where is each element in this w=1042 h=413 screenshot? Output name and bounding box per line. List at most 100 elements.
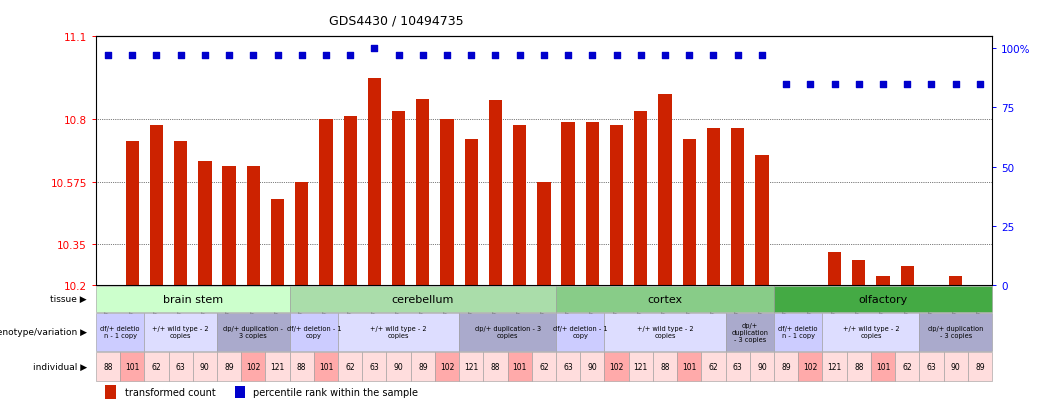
Point: [656, 53, 673, 59]
Text: 88: 88: [661, 362, 670, 371]
Bar: [556, 313, 604, 351]
Text: cortex: cortex: [647, 294, 683, 304]
Text: 121: 121: [270, 362, 284, 371]
Bar: [266, 352, 290, 381]
Text: df/+ deletio
n - 1 copy: df/+ deletio n - 1 copy: [778, 325, 818, 339]
Text: 63: 63: [564, 362, 573, 371]
Bar: [363, 352, 387, 381]
Point: [680, 53, 697, 59]
Text: 89: 89: [418, 362, 427, 371]
Text: percentile rank within the sample: percentile rank within the sample: [252, 387, 418, 397]
Bar: [822, 313, 919, 351]
Point: [584, 53, 600, 59]
Text: dp/+ duplication - 3
copies: dp/+ duplication - 3 copies: [474, 325, 541, 339]
Point: [971, 81, 988, 88]
Text: 101: 101: [513, 362, 527, 371]
Bar: [919, 352, 944, 381]
Bar: [411, 352, 435, 381]
Bar: [217, 313, 290, 351]
Bar: [392, 112, 405, 285]
Point: [488, 53, 504, 59]
Bar: [828, 252, 841, 285]
Text: 89: 89: [782, 362, 791, 371]
Bar: [628, 352, 653, 381]
Text: 101: 101: [319, 362, 333, 371]
Bar: [562, 123, 575, 285]
Text: 62: 62: [539, 362, 549, 371]
Text: 102: 102: [440, 362, 454, 371]
Bar: [653, 352, 677, 381]
Bar: [586, 123, 599, 285]
Bar: [701, 352, 725, 381]
Bar: [96, 313, 144, 351]
Bar: [290, 313, 338, 351]
Point: [947, 81, 964, 88]
Bar: [174, 142, 188, 285]
Bar: [706, 128, 720, 285]
Bar: [435, 352, 460, 381]
Point: [318, 53, 334, 59]
Bar: [659, 95, 672, 285]
Bar: [222, 167, 235, 285]
Point: [512, 53, 528, 59]
Bar: [750, 352, 774, 381]
Bar: [460, 352, 483, 381]
Bar: [465, 139, 478, 285]
Text: 90: 90: [950, 362, 961, 371]
Bar: [120, 352, 144, 381]
Bar: [338, 313, 460, 351]
Bar: [295, 182, 308, 285]
Text: 63: 63: [176, 362, 185, 371]
Bar: [725, 313, 774, 351]
Bar: [125, 142, 139, 285]
Point: [342, 53, 358, 59]
Text: df/+ deletion - 1
copy: df/+ deletion - 1 copy: [287, 325, 341, 339]
Bar: [217, 352, 241, 381]
Text: 62: 62: [709, 362, 718, 371]
Text: df/+ deletion - 1
copy: df/+ deletion - 1 copy: [553, 325, 607, 339]
Text: +/+ wild type - 2
copies: +/+ wild type - 2 copies: [370, 325, 427, 339]
Text: 62: 62: [902, 362, 912, 371]
Bar: [319, 120, 332, 285]
Point: [753, 53, 770, 59]
Point: [294, 53, 311, 59]
Bar: [507, 352, 531, 381]
Bar: [635, 112, 647, 285]
Point: [439, 53, 455, 59]
Text: 62: 62: [345, 362, 355, 371]
Bar: [731, 128, 744, 285]
Bar: [314, 352, 338, 381]
Point: [172, 53, 189, 59]
Bar: [556, 352, 580, 381]
Point: [560, 53, 576, 59]
Bar: [871, 352, 895, 381]
Text: 102: 102: [610, 362, 624, 371]
Point: [536, 53, 552, 59]
Text: 88: 88: [297, 362, 306, 371]
Bar: [677, 352, 701, 381]
Point: [899, 81, 916, 88]
Text: 63: 63: [926, 362, 937, 371]
Bar: [290, 352, 314, 381]
Point: [729, 53, 746, 59]
Bar: [441, 120, 453, 285]
Text: 89: 89: [224, 362, 233, 371]
Text: 88: 88: [491, 362, 500, 371]
Bar: [919, 313, 992, 351]
Bar: [387, 352, 411, 381]
Point: [923, 81, 940, 88]
Text: 102: 102: [803, 362, 818, 371]
Point: [826, 81, 843, 88]
Text: 90: 90: [200, 362, 209, 371]
Bar: [241, 352, 266, 381]
Bar: [144, 352, 169, 381]
Text: 101: 101: [876, 362, 890, 371]
Bar: [489, 101, 502, 285]
Bar: [852, 261, 866, 285]
Point: [609, 53, 625, 59]
Bar: [144, 313, 217, 351]
Bar: [483, 352, 507, 381]
Point: [850, 81, 867, 88]
Text: 88: 88: [854, 362, 864, 371]
Bar: [847, 352, 871, 381]
